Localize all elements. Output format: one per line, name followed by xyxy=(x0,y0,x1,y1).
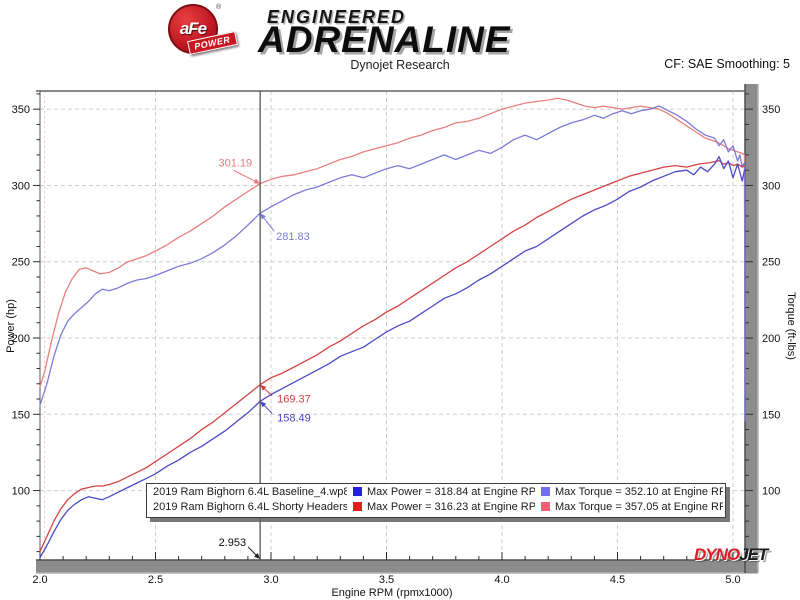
cursor-rpm-label: 2.953 xyxy=(219,537,261,559)
annotation-169.37: 169.37 xyxy=(277,394,311,406)
legend-file-name: 2019 Ram Bighorn 6.4L Shorty Headers_1.w… xyxy=(153,501,347,513)
svg-text:2.0: 2.0 xyxy=(32,574,47,586)
svg-text:300: 300 xyxy=(762,180,780,192)
curve-shorty-power xyxy=(39,160,746,553)
legend-max-power-text: Max Power = 316.23 at Engine RPM = 4.94 xyxy=(367,501,535,513)
legend-file-name: 2019 Ram Bighorn 6.4L Baseline_4.wp8 xyxy=(153,486,347,498)
cursor-annotations: 301.19 281.83 169.37 158.49 xyxy=(218,158,310,425)
dynojet-logo: DYNOJET xyxy=(694,545,768,565)
legend-max-torque-text: Max Torque = 352.10 at Engine RPM = 4.68 xyxy=(555,486,723,498)
annotation-301.19: 301.19 xyxy=(218,158,252,170)
afe-power-logo: aFe ® POWER xyxy=(168,4,238,58)
svg-text:100: 100 xyxy=(12,486,30,498)
legend-max-torque: Max Torque = 352.10 at Engine RPM = 4.68 xyxy=(535,485,723,500)
legend-row-shorty-headers: 2019 Ram Bighorn 6.4L Shorty Headers_1.w… xyxy=(147,500,725,515)
x-axis-title: Engine RPM (rpmx1000) xyxy=(331,587,452,599)
dyno-curves xyxy=(39,97,746,559)
brand-header: aFe ® POWER ENGINEERED ADRENALINE Dynoje… xyxy=(0,0,800,80)
correction-factor-label: CF: SAE Smoothing: 5 xyxy=(664,57,790,71)
svg-text:150: 150 xyxy=(762,409,780,421)
annotation-281.83: 281.83 xyxy=(276,231,310,243)
svg-text:200: 200 xyxy=(762,333,780,345)
svg-text:2.5: 2.5 xyxy=(148,574,163,586)
svg-text:150: 150 xyxy=(12,409,30,421)
legend-max-power: Max Power = 318.84 at Engine RPM = 4.94 xyxy=(347,485,535,500)
chart-subtitle: Dynojet Research xyxy=(350,58,450,72)
annotation-158.49: 158.49 xyxy=(277,412,311,424)
axis-bars xyxy=(36,84,759,574)
svg-text:350: 350 xyxy=(762,104,780,116)
curve-baseline-torque xyxy=(39,105,746,422)
legend-max-torque: Max Torque = 357.05 at Engine RPM = 4.24 xyxy=(535,500,723,515)
svg-text:5.0: 5.0 xyxy=(725,574,740,586)
svg-text:100: 100 xyxy=(762,486,780,498)
torque-color-swatch xyxy=(541,502,550,511)
engineered-wordmark: ENGINEERED xyxy=(267,7,407,27)
curve-baseline-power xyxy=(39,156,746,559)
adrenaline-wordmark: ADRENALINE xyxy=(258,19,511,60)
afe-logo-text: aFe xyxy=(179,19,207,38)
svg-text:200: 200 xyxy=(12,333,30,345)
y-axis-title-left: Power (hp) xyxy=(5,299,17,353)
svg-text:4.5: 4.5 xyxy=(610,574,625,586)
svg-text:250: 250 xyxy=(12,257,30,269)
curve-shorty-torque xyxy=(39,97,746,391)
svg-text:4.0: 4.0 xyxy=(494,574,509,586)
legend-box: 2019 Ram Bighorn 6.4L Baseline_4.wp8 Max… xyxy=(146,483,726,518)
svg-text:2.953: 2.953 xyxy=(219,537,247,549)
power-color-swatch xyxy=(353,487,362,496)
legend-row-baseline: 2019 Ram Bighorn 6.4L Baseline_4.wp8 Max… xyxy=(147,485,725,500)
svg-text:350: 350 xyxy=(12,104,30,116)
svg-text:3.5: 3.5 xyxy=(379,574,394,586)
power-color-swatch xyxy=(353,502,362,511)
y-axis-title-right: Torque (ft-lbs) xyxy=(785,292,797,360)
legend-max-power-text: Max Power = 318.84 at Engine RPM = 4.94 xyxy=(367,486,535,498)
legend-max-power: Max Power = 316.23 at Engine RPM = 4.94 xyxy=(347,500,535,515)
registered-mark: ® xyxy=(216,4,222,11)
svg-text:300: 300 xyxy=(12,180,30,192)
axis-ticks xyxy=(33,93,753,560)
svg-text:3.0: 3.0 xyxy=(263,574,278,586)
svg-text:250: 250 xyxy=(762,257,780,269)
dynojet-logo-jet: JET xyxy=(739,545,768,564)
dynojet-logo-dyno: DYNO xyxy=(694,545,740,564)
tick-labels: 2.0 2.5 3.0 3.5 4.0 4.5 5.0 100 100 150 150 200 200 2… xyxy=(5,104,797,599)
legend-max-torque-text: Max Torque = 357.05 at Engine RPM = 4.24 xyxy=(555,501,723,513)
torque-color-swatch xyxy=(541,487,550,496)
